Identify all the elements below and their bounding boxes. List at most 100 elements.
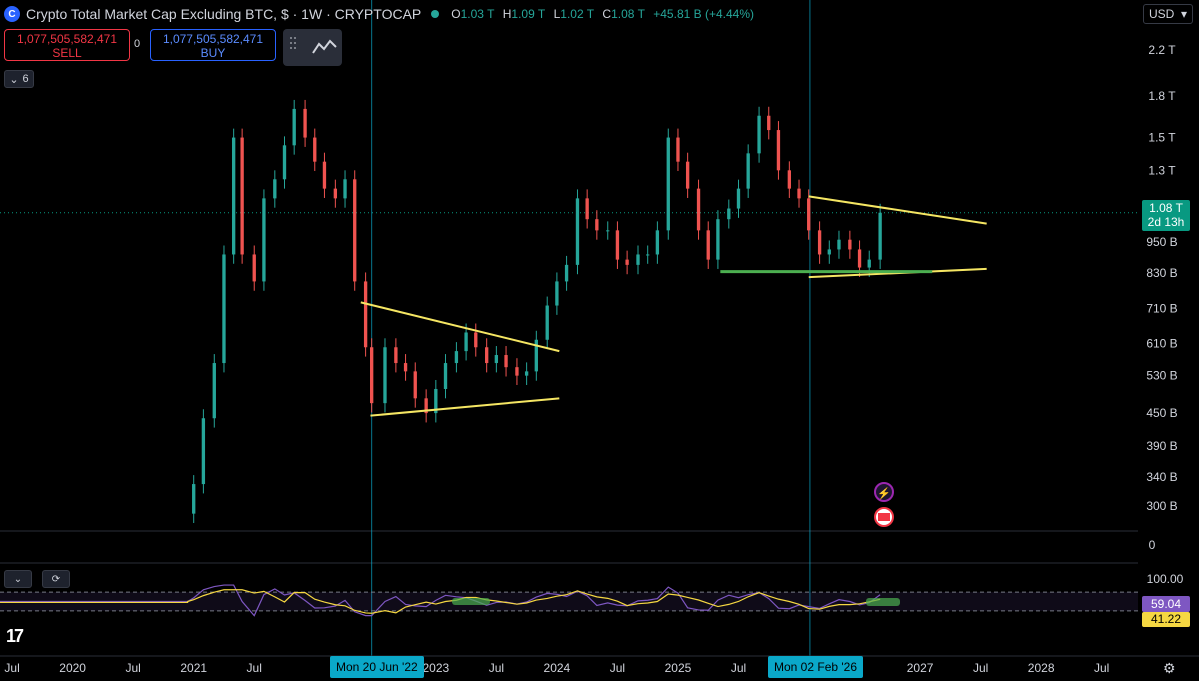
candle-body (817, 230, 822, 255)
trendline[interactable] (360, 301, 560, 353)
market-status-icon (431, 10, 440, 18)
candle-body (575, 198, 580, 265)
trendline[interactable] (808, 195, 987, 225)
candle-body (363, 281, 368, 348)
rsi-highlight-mark (866, 598, 900, 606)
time-axis-label: 2025 (665, 661, 692, 675)
price-axis-label: 340 B (1146, 470, 1177, 484)
candle-body (857, 249, 862, 268)
candle-body (370, 347, 374, 404)
candle-body (655, 230, 660, 255)
rsi-line (0, 584, 881, 617)
candle-body (464, 332, 468, 352)
currency-select[interactable]: USD ▾ (1143, 4, 1193, 24)
chart-style-button[interactable] (283, 29, 342, 66)
candle-body (524, 371, 529, 376)
price-axis-label: 1.3 T (1148, 163, 1176, 177)
candle-body (343, 179, 347, 199)
time-axis-label: 2023 (422, 661, 449, 675)
candle-body (848, 239, 852, 250)
price-axis-label: 610 B (1146, 336, 1177, 350)
candle-body (696, 188, 701, 231)
price-axis-label: 710 B (1146, 302, 1177, 316)
candle-body (474, 332, 478, 348)
candle-body (222, 254, 226, 364)
candle-body (353, 179, 357, 282)
time-axis-label: Jul (610, 661, 625, 675)
candle-body (545, 305, 549, 340)
time-axis-label: 2028 (1028, 661, 1055, 675)
gear-icon[interactable]: ⚙ (1163, 660, 1176, 676)
price-axis-label: 450 B (1146, 406, 1177, 420)
candle-body (534, 339, 538, 372)
price-axis-label: 2.2 T (1148, 43, 1176, 57)
candle-body (807, 198, 811, 231)
rsi-ma-line (0, 589, 881, 614)
ohlc-readout: O1.03 T H1.09 T L1.02 T C1.08 T +45.81 B… (451, 7, 754, 21)
candle-body (837, 239, 841, 250)
candle-body (787, 170, 792, 189)
us-flag-icon (878, 513, 890, 521)
sell-button[interactable]: 1,077,505,582,471 SELL (4, 29, 130, 61)
candle-body (625, 259, 629, 265)
time-axis-label: Jul (973, 661, 988, 675)
time-axis-label: Jul (489, 661, 504, 675)
chevron-down-icon: ▾ (1180, 7, 1187, 21)
chevron-down-icon: ⌄ (13, 573, 23, 585)
price-change: +45.81 B (+4.44%) (653, 7, 754, 21)
symbol-title[interactable]: Crypto Total Market Cap Excluding BTC, $… (26, 6, 422, 22)
time-axis-label: 2020 (59, 661, 86, 675)
candle-body (767, 115, 771, 131)
candle-body (706, 230, 710, 260)
candle-body (727, 208, 731, 220)
candle-body (636, 254, 640, 265)
candle-body (413, 371, 417, 399)
chevron-down-icon: ⌄ (9, 73, 19, 86)
lightning-event-icon[interactable] (874, 482, 894, 502)
rsi-axis-label-top: 100.00 (1147, 572, 1184, 586)
candle-body (595, 219, 599, 231)
price-axis-label: 830 B (1146, 266, 1177, 280)
candle-body (192, 484, 196, 514)
rsi-band-fill (0, 592, 1138, 611)
candle-body (827, 249, 831, 255)
price-axis-label: 950 B (1146, 235, 1177, 249)
price-axis-label: 1.5 T (1148, 131, 1176, 145)
candle-body (322, 161, 327, 189)
trendline[interactable] (370, 397, 560, 417)
candle-body (231, 137, 236, 255)
indicators-collapse-button[interactable]: ⌄ 6 (4, 70, 34, 88)
candle-body (212, 363, 216, 419)
refresh-icon: ⟳ (51, 573, 61, 585)
candle-body (716, 219, 720, 260)
candle-body (757, 115, 761, 154)
spread-value: 0 (134, 38, 141, 50)
candle-body (685, 161, 690, 189)
rsi-settings-button[interactable]: ⟳ (42, 570, 70, 588)
price-axis-label: 530 B (1146, 369, 1177, 383)
rsi-collapse-button[interactable]: ⌄ (4, 570, 32, 588)
time-axis-label: 2027 (907, 661, 934, 675)
candle-body (867, 259, 871, 268)
chart-style-icon (290, 37, 337, 54)
cryptocap-logo-icon: C (4, 6, 20, 22)
candle-body (485, 347, 489, 364)
candle-body (797, 188, 801, 199)
candle-body (394, 347, 398, 364)
time-axis-label: 2024 (544, 661, 571, 675)
price-axis-label: 1.8 T (1148, 89, 1176, 103)
candle-body (676, 137, 680, 162)
rsi-value-tag: 59.04 (1142, 596, 1190, 612)
candle-body (746, 153, 750, 189)
buy-button[interactable]: 1,077,505,582,471 BUY (150, 29, 276, 61)
crosshair-date-2: Mon 02 Feb '26 (768, 656, 864, 678)
candle-body (666, 137, 670, 231)
candle-body (303, 108, 307, 138)
candle-body (273, 179, 277, 199)
candle-body (443, 363, 448, 389)
candle-body (292, 108, 296, 146)
candle-body (333, 188, 338, 199)
candle-body (776, 130, 781, 171)
lightning-icon: ⚡ (877, 487, 891, 500)
